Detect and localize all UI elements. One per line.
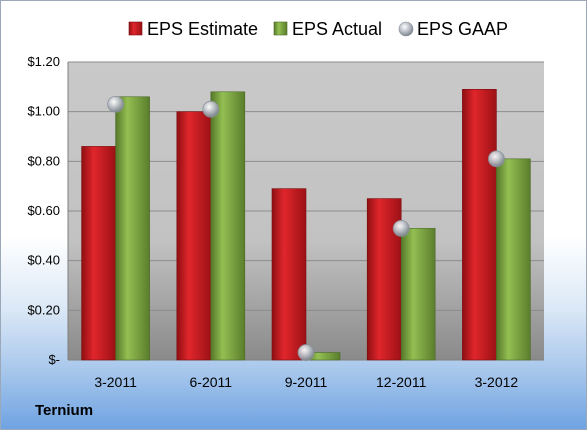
- legend: EPS Estimate EPS Actual EPS GAAP: [128, 19, 508, 39]
- bar-eps-estimate: [462, 89, 497, 361]
- legend-swatch: [398, 21, 414, 37]
- legend-label: EPS Actual: [292, 19, 382, 39]
- marker-eps-gaap: [392, 219, 410, 237]
- bar-eps-actual: [210, 91, 246, 361]
- y-tick-label: $0.80: [27, 153, 60, 168]
- legend-label: EPS Estimate: [147, 19, 258, 39]
- x-tick-label: 6-2011: [190, 374, 233, 390]
- marker-eps-gaap: [107, 95, 124, 113]
- bar-eps-estimate: [176, 111, 212, 361]
- bar-eps-actual: [496, 158, 531, 361]
- bar-eps-estimate: [81, 146, 116, 361]
- legend-swatch: [128, 21, 143, 36]
- y-tick-label: $0.20: [27, 302, 60, 317]
- x-tick-label: 12-2011: [376, 374, 427, 390]
- marker-eps-gaap: [487, 150, 505, 168]
- y-tick-label: $0.40: [27, 253, 60, 268]
- bar-eps-actual: [115, 96, 150, 361]
- legend-item-eps-estimate: EPS Estimate: [128, 19, 258, 39]
- legend-item-eps-actual: EPS Actual: [273, 19, 382, 39]
- y-tick-label: $1.00: [27, 104, 60, 119]
- y-tick-label: $0.60: [27, 203, 60, 218]
- legend-item-eps-gaap: EPS GAAP: [398, 19, 508, 39]
- y-tick-label: $1.20: [27, 54, 60, 69]
- x-tick-label: 3-2011: [94, 374, 137, 390]
- y-tick-label: $-: [48, 352, 60, 367]
- legend-swatch: [273, 21, 288, 36]
- bar-eps-estimate: [271, 188, 307, 361]
- marker-eps-gaap: [202, 100, 220, 118]
- bar-eps-actual: [400, 228, 436, 361]
- x-tick-label: 9-2011: [285, 374, 328, 390]
- plot-area: $- $0.20 $0.40 $0.60 $0.80 $1.00 $1.20 3-2011 6-…: [27, 54, 544, 390]
- company-label: Ternium: [35, 402, 94, 419]
- marker-eps-gaap: [297, 344, 315, 361]
- legend-label: EPS GAAP: [417, 19, 508, 39]
- x-tick-label: 3-2012: [475, 374, 519, 390]
